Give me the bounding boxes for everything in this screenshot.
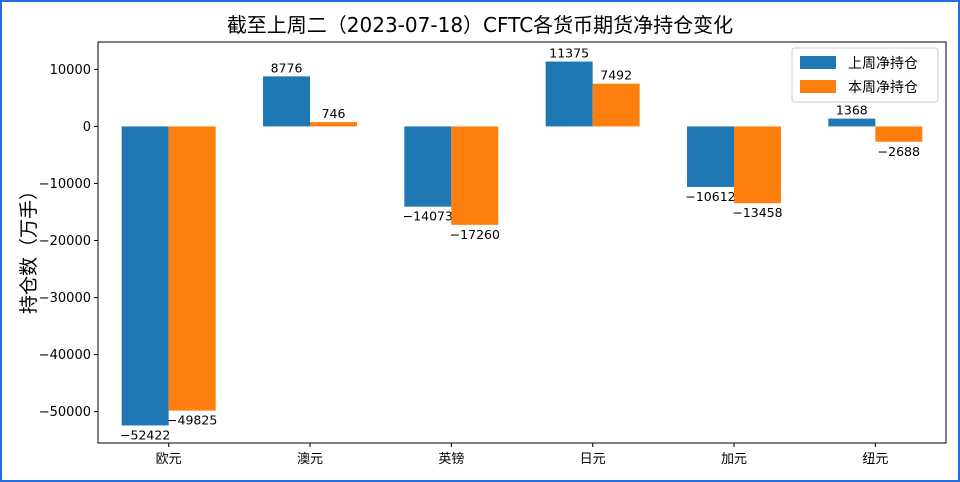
axes-frame [97,41,947,444]
chart-title: 截至上周二（2023-07-18）CFTC各货币期货净持仓变化 [227,13,733,37]
x-tick-label: 欧元 [156,452,182,467]
bar-this-week-2 [451,126,499,225]
bar-last-week-1 [263,76,310,127]
y-tick-label: −40000 [39,348,91,363]
bar-this-week-1 [310,122,357,127]
data-label-this-week-3: 7492 [600,68,632,83]
data-label-this-week-4: −13458 [732,205,782,220]
data-label-this-week-1: 746 [322,106,346,121]
bar-last-week-3 [545,61,593,127]
legend-swatch-1 [800,80,836,93]
data-label-this-week-0: −49825 [167,413,217,428]
data-label-last-week-0: −52422 [120,427,170,442]
y-tick-label: −20000 [39,234,91,249]
x-tick-label: 日元 [580,452,606,467]
data-label-last-week-2: −14073 [403,209,453,224]
bar-this-week-4 [734,126,781,204]
data-label-last-week-3: 11375 [549,46,589,61]
y-tick-label: −10000 [39,177,91,192]
x-tick-label: 加元 [721,452,747,467]
data-label-last-week-5: 1368 [836,103,868,118]
data-label-last-week-4: −10612 [685,189,735,204]
y-tick-label: 10000 [50,63,91,78]
bar-last-week-0 [121,126,169,426]
bar-last-week-2 [404,126,452,207]
bar-this-week-5 [875,126,923,142]
y-tick-label: −30000 [39,291,91,306]
legend-entry-1: 本周净持仓 [848,80,918,96]
bar-last-week-5 [828,118,876,127]
bar-this-week-3 [592,83,640,127]
legend-entry-0: 上周净持仓 [848,56,918,72]
bar-this-week-0 [168,126,216,411]
data-label-last-week-1: 8776 [271,60,303,75]
plot-area: −52422 8776 −14073 11375 −10612 1368 −49825 746… [39,41,947,467]
x-tick-label: 纽元 [862,452,888,467]
y-tick-label: 0 [83,120,91,135]
x-tick-label: 英镑 [438,451,464,467]
data-label-this-week-2: −17260 [450,227,500,242]
legend-swatch-0 [800,56,836,69]
y-axis-label: 持仓数（万手） [18,181,40,314]
data-label-this-week-5: −2688 [878,144,920,159]
y-tick-label: −50000 [39,405,91,420]
bar-last-week-4 [687,126,734,187]
x-tick-label: 澳元 [297,451,323,467]
